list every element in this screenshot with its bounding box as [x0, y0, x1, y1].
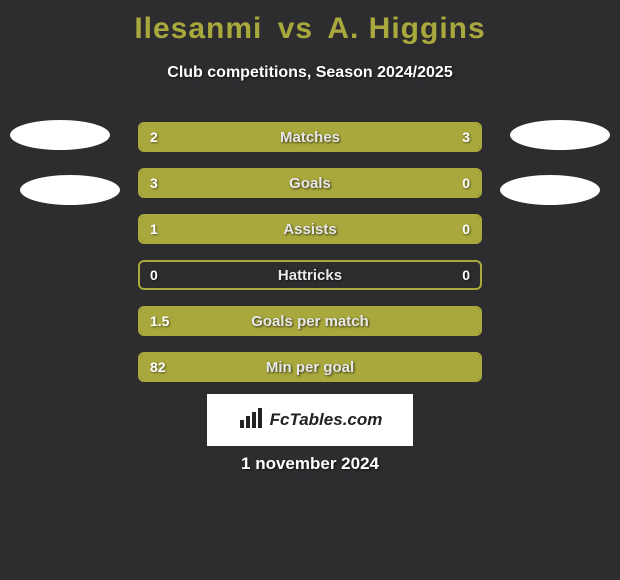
player-right-avatar-2 [500, 175, 600, 205]
subtitle: Club competitions, Season 2024/2025 [0, 64, 620, 82]
stat-row-goals-per-match: 1.5Goals per match [138, 306, 482, 336]
stat-label: Min per goal [140, 354, 480, 380]
player-left-avatar-1 [10, 120, 110, 150]
vs-text: vs [278, 12, 313, 45]
player-right-name: A. Higgins [327, 12, 485, 45]
brand-badge: FcTables.com [207, 394, 413, 446]
stat-label: Matches [140, 124, 480, 150]
brand-text: FcTables.com [270, 410, 383, 430]
stat-label: Assists [140, 216, 480, 242]
stat-row-goals: 30Goals [138, 168, 482, 198]
player-left-name: Ilesanmi [134, 12, 262, 45]
date-text: 1 november 2024 [0, 454, 620, 474]
stat-label: Goals per match [140, 308, 480, 334]
player-left-avatar-2 [20, 175, 120, 205]
stat-row-hattricks: 00Hattricks [138, 260, 482, 290]
player-right-avatar-1 [510, 120, 610, 150]
stats-panel: 23Matches 30Goals 10Assists 00Hattricks 1.5G… [138, 122, 482, 398]
stat-row-min-per-goal: 82Min per goal [138, 352, 482, 382]
stat-row-matches: 23Matches [138, 122, 482, 152]
page-title: Ilesanmi vs A. Higgins [0, 0, 620, 46]
stat-label: Hattricks [140, 262, 480, 288]
stat-row-assists: 10Assists [138, 214, 482, 244]
stat-label: Goals [140, 170, 480, 196]
brand-chart-icon [238, 406, 264, 435]
